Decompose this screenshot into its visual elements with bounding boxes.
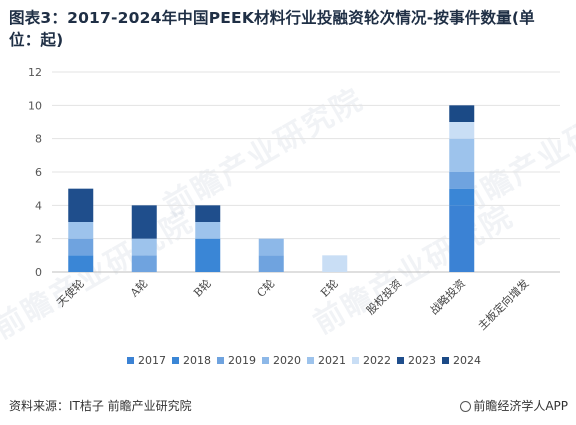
y-axis: 0 2 4 6 8 10 12	[28, 66, 42, 279]
x-tick-label: 战略投资	[427, 276, 468, 317]
legend-label: 2017	[138, 354, 166, 367]
bar-segment-2021	[195, 222, 221, 239]
legend-label: 2022	[363, 354, 391, 367]
gridlines	[52, 71, 560, 273]
chart-title: 图表3：2017-2024年中国PEEK材料行业投融资轮次情况-按事件数量(单位…	[9, 9, 535, 49]
bar-segment-2018	[68, 255, 94, 272]
bar-segment-2020	[258, 238, 284, 256]
x-tick-label: E轮	[318, 276, 341, 299]
legend-swatch-2017	[127, 357, 134, 364]
source-note: 资料来源：IT桔子 前瞻产业研究院	[9, 399, 192, 413]
legend-swatch-2019	[217, 357, 224, 364]
y-tick-label: 8	[35, 133, 42, 146]
y-tick-label: 12	[28, 66, 42, 79]
y-tick-label: 2	[35, 233, 42, 246]
legend-swatch-2024	[442, 357, 449, 364]
brand-text: 前瞻经济学人APP	[473, 399, 568, 413]
bar-segment-2023	[195, 205, 221, 222]
bar-segment-2022	[322, 255, 348, 272]
bar-segment-2022	[449, 122, 475, 139]
bar-segment-2021	[131, 238, 157, 256]
legend-swatch-2021	[307, 357, 314, 364]
legend-swatch-2023	[397, 357, 404, 364]
legend-label: 2024	[453, 354, 481, 367]
bar-segment-2021	[449, 138, 475, 172]
bar-segment-2019	[131, 255, 157, 272]
x-tick-label: B轮	[190, 276, 213, 299]
bar-segment-2019	[449, 172, 475, 189]
x-tick-label: A轮	[126, 276, 150, 300]
x-tick-label: 主板定向增发	[475, 276, 532, 333]
legend-swatch-2020	[262, 357, 269, 364]
y-tick-label: 10	[28, 99, 42, 112]
legend-swatch-2022	[352, 357, 359, 364]
footer: 资料来源：IT桔子 前瞻产业研究院 前瞻经济学人APP	[0, 395, 576, 417]
stacked-bar-chart: 0 2 4 6 8 10 12 天使轮 A轮 B轮 C轮 E轮 股权投资 战略投资 主板定向增发 2017…	[28, 66, 560, 367]
bar-segment-2021	[68, 222, 94, 239]
bar-segment-2023	[131, 205, 157, 239]
brand-label: 前瞻经济学人APP	[460, 397, 568, 414]
bars	[68, 105, 475, 272]
y-tick-label: 6	[35, 166, 42, 179]
y-tick-label: 0	[35, 266, 42, 279]
bar-segment-2017	[449, 205, 475, 272]
legend-swatch-2018	[172, 357, 179, 364]
bar-segment-2019	[68, 238, 94, 256]
legend: 2017 2018 2019 2020 2021 2022 2023 2024	[127, 354, 481, 367]
x-tick-label: 天使轮	[54, 276, 87, 309]
x-axis: 天使轮 A轮 B轮 C轮 E轮 股权投资 战略投资 主板定向增发	[54, 276, 532, 333]
bar-segment-2018	[195, 238, 221, 272]
legend-label: 2023	[408, 354, 436, 367]
bar-segment-2023	[68, 188, 94, 222]
y-tick-label: 4	[35, 199, 42, 212]
legend-label: 2020	[273, 354, 301, 367]
legend-label: 2019	[228, 354, 256, 367]
x-tick-label: 股权投资	[363, 276, 404, 317]
brand-logo-icon	[460, 401, 472, 412]
bar-segment-2024	[449, 105, 475, 122]
legend-label: 2018	[183, 354, 211, 367]
bar-segment-2019	[258, 255, 284, 272]
x-tick-label: C轮	[254, 276, 278, 300]
legend-label: 2021	[318, 354, 346, 367]
bar-segment-2018	[449, 188, 475, 206]
